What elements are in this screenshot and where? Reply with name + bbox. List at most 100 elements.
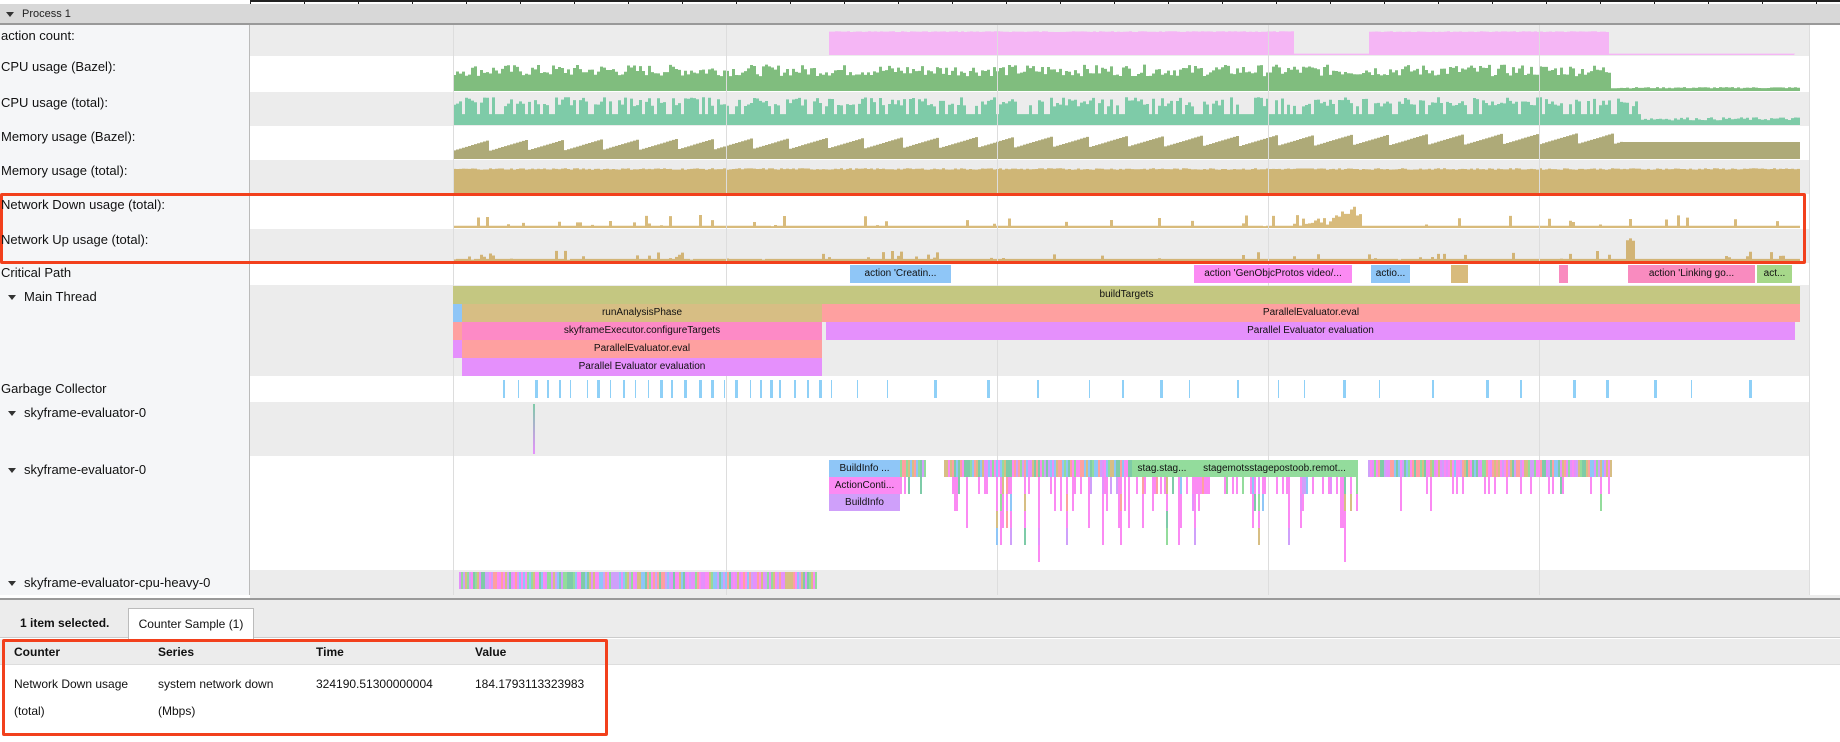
slice[interactable]	[1564, 460, 1566, 477]
slice[interactable]	[1498, 460, 1500, 477]
slice[interactable]	[1250, 477, 1252, 494]
slice[interactable]	[1024, 494, 1026, 511]
slice[interactable]	[1590, 477, 1592, 494]
slice[interactable]	[1446, 460, 1448, 477]
gc-event[interactable]	[1237, 380, 1240, 398]
slice[interactable]	[1000, 460, 1002, 477]
slice[interactable]	[1118, 477, 1120, 494]
gc-event[interactable]	[1159, 380, 1163, 398]
slice[interactable]	[1112, 460, 1114, 477]
slice[interactable]	[1094, 460, 1096, 477]
slice[interactable]	[1478, 460, 1480, 477]
gc-event[interactable]	[723, 380, 725, 398]
slice[interactable]	[1412, 460, 1414, 477]
slice[interactable]	[1126, 460, 1128, 477]
gc-event[interactable]	[1432, 380, 1435, 398]
slice[interactable]	[737, 572, 739, 589]
slice[interactable]	[1010, 528, 1012, 545]
slice[interactable]	[1504, 460, 1506, 477]
slice[interactable]	[585, 572, 587, 589]
slice[interactable]	[775, 572, 777, 589]
slice[interactable]	[1476, 460, 1478, 477]
slice[interactable]	[633, 572, 635, 589]
slice[interactable]	[918, 460, 920, 477]
slice[interactable]	[1594, 460, 1596, 477]
slice[interactable]	[1442, 460, 1444, 477]
slice[interactable]	[1180, 494, 1182, 511]
slice[interactable]	[673, 572, 675, 589]
slice[interactable]	[1426, 460, 1428, 477]
slice[interactable]	[1060, 477, 1062, 494]
slice[interactable]	[477, 572, 479, 589]
slice[interactable]	[1038, 494, 1040, 511]
slice[interactable]	[978, 477, 980, 494]
slice[interactable]	[990, 460, 992, 477]
slice[interactable]	[1152, 477, 1154, 494]
slice[interactable]	[1180, 477, 1182, 494]
parallel-evaluator-evaluation-slice[interactable]: Parallel Evaluator evaluation	[826, 322, 1795, 340]
slice[interactable]	[1072, 477, 1074, 494]
slice[interactable]	[1120, 477, 1122, 494]
gc-event[interactable]	[750, 380, 752, 398]
slice[interactable]	[1258, 477, 1260, 494]
slice[interactable]	[1038, 460, 1040, 477]
gc-event[interactable]	[1277, 380, 1279, 398]
gc-event[interactable]	[770, 380, 774, 398]
slice[interactable]	[743, 572, 745, 589]
column-header-time[interactable]: Time	[316, 645, 344, 659]
slice[interactable]	[1590, 460, 1592, 477]
slice[interactable]	[533, 572, 535, 589]
slice[interactable]	[1104, 477, 1106, 494]
slice[interactable]	[954, 460, 956, 477]
slice[interactable]	[453, 340, 462, 358]
slice[interactable]	[966, 460, 968, 477]
slice[interactable]	[1194, 477, 1196, 494]
slice[interactable]	[627, 572, 629, 589]
slice[interactable]	[469, 572, 471, 589]
slice[interactable]	[958, 477, 960, 494]
slice[interactable]	[1302, 477, 1304, 494]
slice[interactable]	[1166, 477, 1168, 494]
slice[interactable]	[1006, 460, 1008, 477]
slice[interactable]	[1004, 460, 1006, 477]
column-header-counter[interactable]: Counter	[14, 645, 60, 659]
slice[interactable]	[569, 572, 571, 589]
slice[interactable]	[1110, 460, 1112, 477]
slice[interactable]	[1054, 460, 1056, 477]
slice[interactable]	[1124, 494, 1126, 511]
slice[interactable]	[741, 572, 743, 589]
slice[interactable]	[1070, 460, 1072, 477]
slice[interactable]	[946, 460, 948, 477]
slice[interactable]	[1118, 494, 1120, 511]
slice[interactable]	[922, 460, 924, 477]
slice[interactable]	[1042, 460, 1044, 477]
slice[interactable]	[1002, 460, 1004, 477]
slice[interactable]	[1506, 477, 1508, 494]
slice[interactable]	[1552, 460, 1554, 477]
slice[interactable]	[1252, 494, 1254, 511]
slice[interactable]	[960, 460, 962, 477]
slice[interactable]	[509, 572, 511, 589]
slice[interactable]	[1066, 511, 1068, 528]
slice[interactable]	[511, 572, 513, 589]
slice[interactable]	[1202, 477, 1204, 494]
slice[interactable]	[1066, 460, 1068, 477]
counter-track[interactable]	[250, 126, 1840, 160]
slice[interactable]	[597, 572, 599, 589]
slice[interactable]	[665, 572, 667, 589]
slice[interactable]	[1528, 460, 1530, 477]
slice[interactable]	[1398, 460, 1400, 477]
gc-event[interactable]	[987, 380, 991, 398]
counter-track[interactable]	[250, 92, 1840, 126]
slice[interactable]	[1370, 460, 1372, 477]
gc-event[interactable]	[1654, 380, 1658, 398]
slice[interactable]	[493, 572, 495, 589]
counter-track[interactable]	[250, 25, 1840, 56]
slice[interactable]	[579, 572, 581, 589]
slice[interactable]	[761, 572, 763, 589]
slice[interactable]	[545, 572, 547, 589]
slice[interactable]	[966, 511, 968, 528]
slice[interactable]	[1532, 460, 1534, 477]
slice[interactable]	[497, 572, 499, 589]
slice[interactable]	[1584, 460, 1586, 477]
